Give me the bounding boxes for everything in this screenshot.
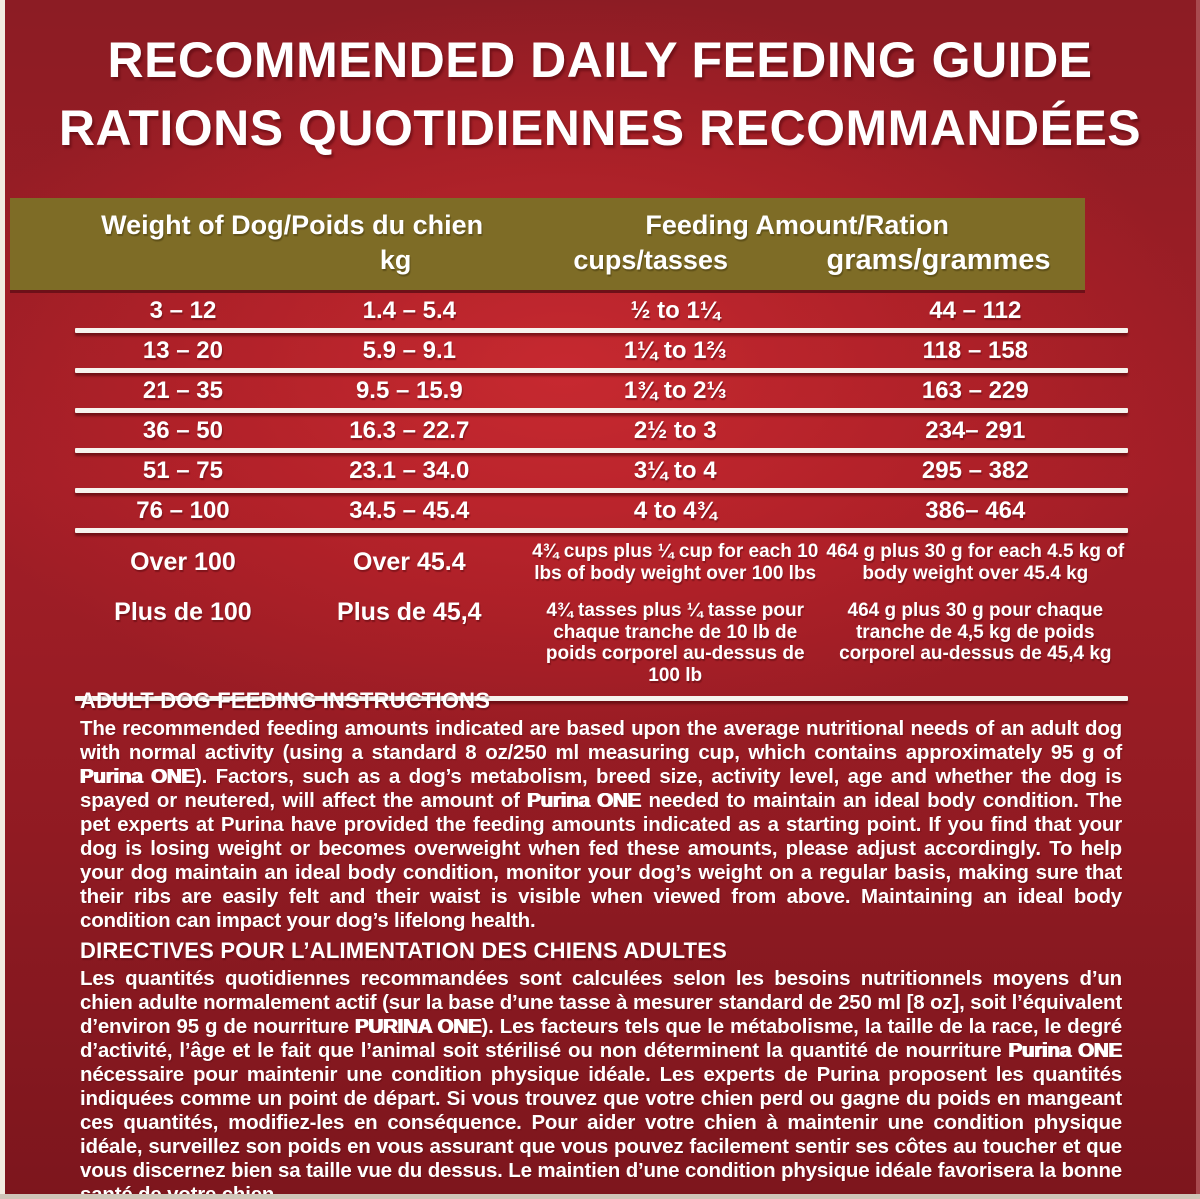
table-cell: 3 – 12 xyxy=(149,297,217,324)
table-cell: 36 – 50 xyxy=(142,417,223,444)
table-row: 13 – 20 5.9 – 9.1 1¼ to 1⅔ 118 – 158 xyxy=(75,333,1128,368)
table-row: 21 – 35 9.5 – 15.9 1¾ to 2⅓ 163 – 229 xyxy=(75,373,1128,408)
table-row: 76 – 100 34.5 – 45.4 4 to 4¾ 386– 464 xyxy=(75,493,1128,528)
unit-header-lbs xyxy=(75,242,282,278)
table-cell: 9.5 – 15.9 xyxy=(355,377,463,404)
over-100-kg-en: Over 45.4 xyxy=(353,548,466,576)
over-100-kg-fr: Plus de 45,4 xyxy=(337,598,482,626)
table-row-over-100: Over 100 Plus de 100 Over 45.4 Plus de 4… xyxy=(75,533,1128,696)
table-row: 3 – 12 1.4 – 5.4 ½ to 1¼ 44 – 112 xyxy=(75,293,1128,328)
instructions-heading-fr: DIRECTIVES POUR L’ALIMENTATION DES CHIEN… xyxy=(80,938,728,963)
table-cell: 1.4 – 5.4 xyxy=(362,297,457,324)
table-cell: 1¾ to 2⅓ xyxy=(623,377,727,404)
brand-name-bold: Purina ONE xyxy=(527,789,642,812)
weight-lbs-cell: Over 100 Plus de 100 xyxy=(75,541,291,627)
table-row: 36 – 50 16.3 – 22.7 2½ to 3 234– 291 xyxy=(75,413,1128,448)
grams-over-100-en: 464 g plus 30 g for each 4.5 kg of body … xyxy=(826,541,1125,584)
over-100-lbs-fr: Plus de 100 xyxy=(114,598,252,626)
table-cell: 1¼ to 1⅔ xyxy=(623,337,727,364)
column-group-feeding-amount: Feeding Amount/Ration xyxy=(645,210,949,240)
table-cell: 34.5 – 45.4 xyxy=(349,497,470,524)
unit-header-cups: cups/tasses xyxy=(573,245,728,275)
table-cell: 2½ to 3 xyxy=(633,417,717,444)
table-cell: 163 – 229 xyxy=(921,377,1029,404)
instructions-paragraph-fr: Les quantités quotidiennes recommandées … xyxy=(80,967,1122,1199)
title-english: RECOMMENDED DAILY FEEDING GUIDE xyxy=(107,32,1093,88)
instructions-paragraph-en: The recommended feeding amounts indicate… xyxy=(80,717,1122,932)
feeding-table: Weight of Dog/Poids du chien Feeding Amo… xyxy=(10,198,1128,701)
brand-name-bold: Purina ONE xyxy=(1008,1039,1123,1062)
directives-alimentation-chiens-adultes: DIRECTIVES POUR L’ALIMENTATION DES CHIEN… xyxy=(80,938,1122,1199)
row-separator-rule xyxy=(75,368,1128,373)
label-bottom-edge xyxy=(0,1194,1200,1199)
table-body: 3 – 12 1.4 – 5.4 ½ to 1¼ 44 – 112 13 – 20 5.9… xyxy=(75,293,1128,533)
table-cell: 76 – 100 xyxy=(136,497,230,524)
page-title: RECOMMENDED DAILY FEEDING GUIDE RATIONS … xyxy=(0,30,1200,158)
instructions-heading-en: ADULT DOG FEEDING INSTRUCTIONS xyxy=(80,688,491,713)
table-cell: 234– 291 xyxy=(925,417,1026,444)
row-separator-rule xyxy=(75,528,1128,533)
table-cell: 4 to 4¾ xyxy=(633,497,717,524)
grams-over-100-cell: 464 g plus 30 g for each 4.5 kg of body … xyxy=(823,541,1128,665)
table-cell: 3¼ to 4 xyxy=(633,457,717,484)
table-cell: ½ to 1¼ xyxy=(630,297,720,324)
table-cell: 386– 464 xyxy=(925,497,1026,524)
title-french: RATIONS QUOTIDIENNES RECOMMANDÉES xyxy=(58,100,1142,156)
table-unit-header-row: kg cups/tasses grams/grammes xyxy=(75,242,1085,278)
row-separator-rule xyxy=(75,408,1128,413)
cups-over-100-fr: 4¾ tasses plus ¼ tasse pour chaque tranc… xyxy=(545,600,805,686)
cups-over-100-cell: 4¾ cups plus ¼ cup for each 10 lbs of bo… xyxy=(528,541,823,686)
table-cell: 23.1 – 34.0 xyxy=(349,457,470,484)
weight-kg-cell: Over 45.4 Plus de 45,4 xyxy=(291,541,528,627)
table-cell: 5.9 – 9.1 xyxy=(362,337,457,364)
row-separator-rule xyxy=(75,488,1128,493)
row-separator-rule xyxy=(75,328,1128,333)
table-bottom-rule xyxy=(75,696,1128,701)
adult-dog-feeding-instructions: ADULT DOG FEEDING INSTRUCTIONS The recom… xyxy=(80,688,1122,933)
over-100-lbs-en: Over 100 xyxy=(130,548,236,576)
table-cell: 51 – 75 xyxy=(142,457,223,484)
unit-header-grams: grams/grammes xyxy=(826,244,1051,276)
table-group-header-row: Weight of Dog/Poids du chien Feeding Amo… xyxy=(75,208,1085,242)
table-cell: 13 – 20 xyxy=(142,337,223,364)
label-left-edge xyxy=(0,0,5,1199)
table-cell: 16.3 – 22.7 xyxy=(349,417,470,444)
table-cell: 21 – 35 xyxy=(142,377,223,404)
table-row: 51 – 75 23.1 – 34.0 3¼ to 4 295 – 382 xyxy=(75,453,1128,488)
label-right-edge xyxy=(1196,0,1200,1199)
cups-over-100-en: 4¾ cups plus ¼ cup for each 10 lbs of bo… xyxy=(532,541,819,584)
table-header: Weight of Dog/Poids du chien Feeding Amo… xyxy=(10,198,1085,293)
brand-name-bold: PURINA ONE xyxy=(355,1015,482,1038)
row-separator-rule xyxy=(75,448,1128,453)
grams-over-100-fr: 464 g plus 30 g pour chaque tranche de 4… xyxy=(839,600,1112,664)
unit-header-kg: kg xyxy=(379,245,412,275)
table-cell: 44 – 112 xyxy=(929,297,1022,324)
column-group-weight: Weight of Dog/Poids du chien xyxy=(101,210,484,240)
brand-name-bold: Purina ONE xyxy=(80,765,195,788)
table-cell: 295 – 382 xyxy=(921,457,1029,484)
table-cell: 118 – 158 xyxy=(922,337,1029,364)
